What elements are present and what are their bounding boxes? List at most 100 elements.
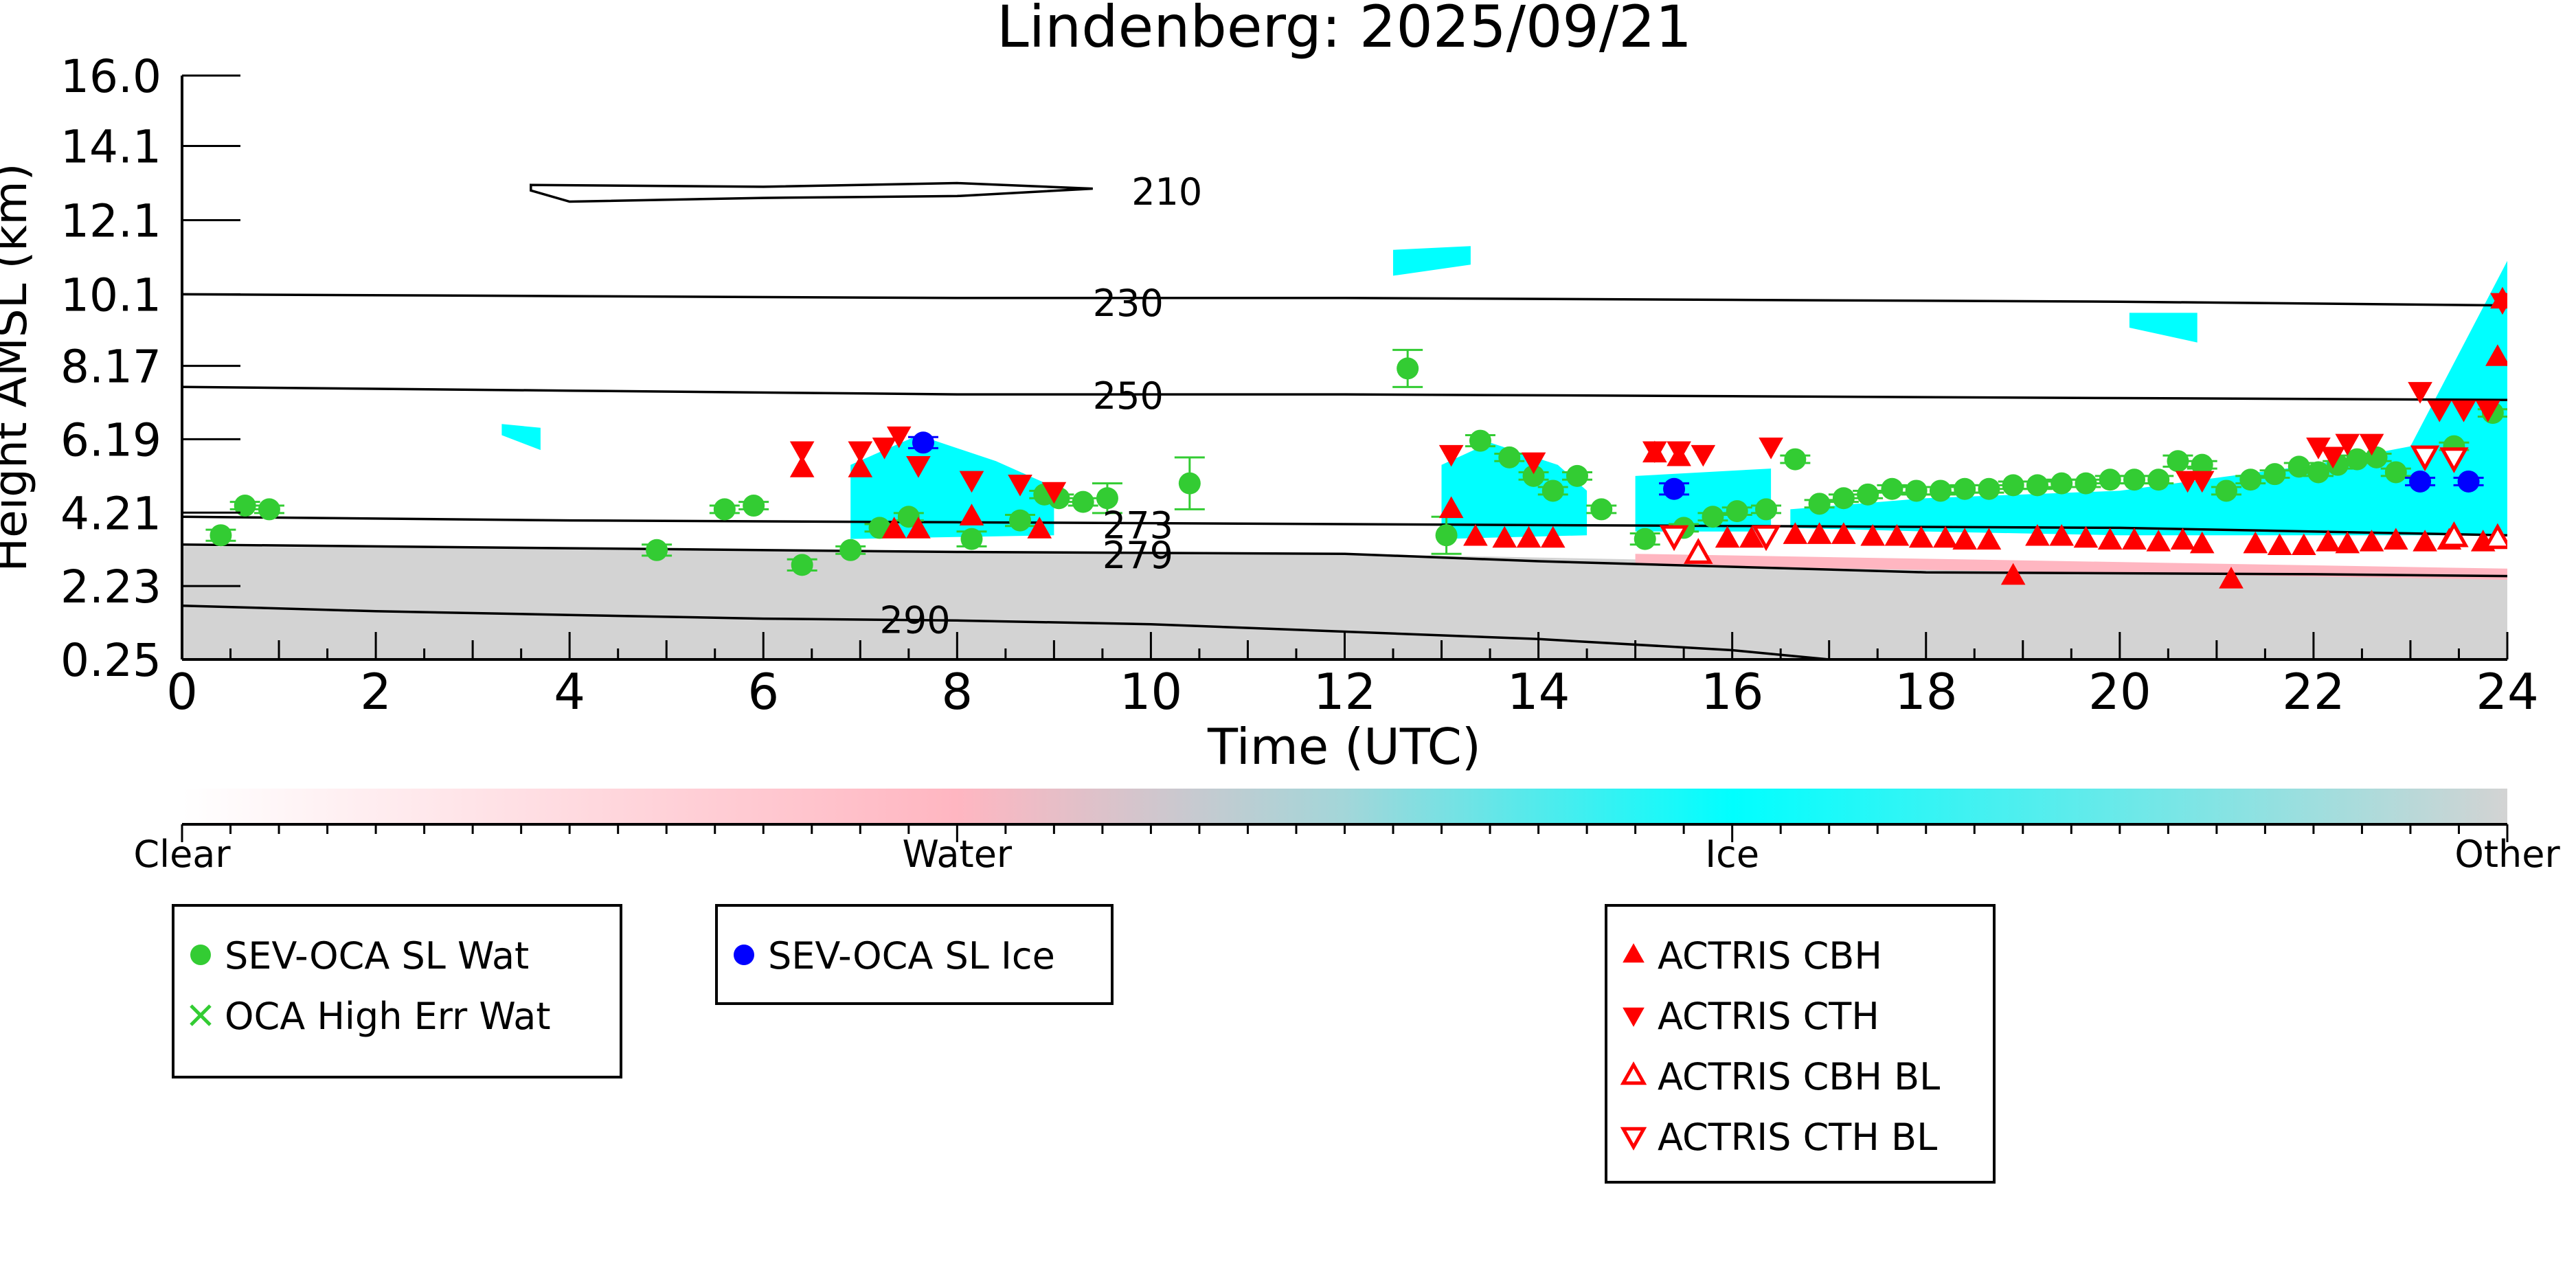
point-sev-oca-sl-wat (1726, 500, 1748, 523)
point-sev-oca-sl-wat (839, 539, 862, 561)
series-actris-cbh-bl (1684, 521, 2507, 564)
point-sev-oca-sl-wat (1541, 479, 1564, 502)
colorbar-label-water: Water (903, 833, 1013, 876)
point-sev-oca-sl-wat (1590, 498, 1613, 521)
point-actris-cth (1008, 475, 1032, 497)
x-tick-label: 2 (360, 663, 392, 721)
legend-marker-oca-high-err-wat (190, 1004, 212, 1026)
point-sev-oca-sl-wat (960, 528, 983, 550)
point-actris-cbh (906, 517, 931, 539)
legend-marker-actris-cth-bl (1620, 1127, 1647, 1151)
point-sev-oca-sl-wat (1435, 524, 1458, 547)
point-sev-oca-sl-wat (1808, 493, 1831, 515)
point-actris-cbh-bl (1684, 538, 1713, 564)
series-markers (205, 286, 2507, 589)
point-actris-cth-bl (2410, 445, 2440, 472)
point-actris-cbh (1540, 526, 1566, 548)
point-sev-oca-sl-wat (2384, 461, 2407, 484)
point-sev-oca-sl-wat (210, 524, 232, 547)
x-tick-label: 16 (1701, 663, 1764, 721)
point-actris-cbh (2413, 530, 2437, 552)
fill-ice-3-3-small (501, 424, 541, 451)
x-tick-label: 14 (1507, 663, 1570, 721)
contour-label-273: 273 (1103, 504, 1173, 547)
point-actris-cbh (2025, 523, 2050, 546)
legend-label-actris-cbh-bl: ACTRIS CBH BL (1658, 1055, 1940, 1098)
point-actris-cbh (789, 455, 815, 477)
point-actris-cth (1041, 482, 1067, 504)
colorbar (182, 789, 2507, 824)
legend-box-2: SEV-OCA SL Ice (715, 904, 1114, 1005)
contour-label-290: 290 (880, 598, 951, 642)
legend-marker-sev-oca-sl-wat (190, 945, 211, 965)
contour-label-279: 279 (1103, 534, 1173, 577)
point-actris-cth (959, 471, 984, 493)
point-sev-oca-sl-wat (2307, 461, 2329, 484)
point-sev-oca-sl-wat (1096, 487, 1118, 510)
y-ticks: 0.25 2.23 4.21 6.19 8.17 10.1 12.1 14.1 16.0 (60, 50, 240, 687)
point-actris-cth-bl (1751, 525, 1781, 552)
x-tick-label: 8 (941, 663, 973, 721)
point-actris-cbh-bl (2483, 523, 2507, 550)
contour-label-230: 230 (1093, 282, 1164, 325)
point-actris-cbh (2170, 528, 2195, 550)
point-sev-oca-sl-wat (1702, 506, 1724, 528)
legend-box-1: SEV-OCA SL Wat OCA High Err Wat (172, 904, 622, 1078)
point-sev-oca-sl-wat (1881, 477, 1903, 500)
legend-label-sev-oca-sl-ice: SEV-OCA SL Ice (768, 934, 1055, 978)
point-actris-cth (1667, 441, 1691, 464)
x-axis-label: Time (UTC) (1207, 718, 1481, 776)
point-sev-oca-sl-wat (1905, 479, 1928, 502)
legend-label-oca-high-err-wat: OCA High Err Wat (225, 995, 551, 1038)
point-actris-cth (906, 456, 931, 478)
point-actris-cbh (2146, 530, 2171, 552)
point-actris-cth (789, 441, 815, 464)
point-actris-cbh (1860, 523, 1885, 546)
point-sev-oca-sl-wat (713, 498, 736, 521)
contour-label-210: 210 (1131, 170, 1202, 214)
point-sev-oca-sl-wat (1832, 487, 1855, 510)
x-tick-label: 0 (166, 663, 198, 721)
point-actris-cth (1642, 441, 1667, 464)
point-actris-cbh (2383, 528, 2408, 550)
point-actris-cth (2359, 433, 2384, 456)
point-actris-cbh (1952, 528, 1977, 550)
legend-marker-actris-cbh-bl (1620, 1061, 1647, 1085)
series-actris-cth (789, 293, 2507, 504)
point-actris-cbh (2097, 528, 2123, 550)
point-actris-cth (1691, 444, 1716, 467)
point-actris-cbh (1908, 526, 1934, 548)
point-sev-oca-sl-ice (1663, 477, 1686, 500)
point-sev-oca-sl-wat (1469, 429, 1491, 452)
point-actris-cth (2490, 293, 2507, 315)
point-sev-oca-sl-ice (2457, 470, 2480, 493)
point-actris-cbh (2335, 531, 2360, 554)
legend-label-actris-cbh: ACTRIS CBH (1658, 934, 1882, 978)
contour-label-250: 250 (1093, 374, 1164, 418)
point-sev-oca-sl-wat (791, 554, 813, 576)
point-sev-oca-sl-wat (2099, 468, 2121, 491)
contour-250 (182, 385, 2507, 401)
point-actris-cbh (2267, 533, 2292, 556)
fill-ice-20-5-high (2129, 313, 2197, 343)
point-sev-oca-sl-wat (1178, 472, 1201, 495)
point-actris-cbh (1492, 526, 1517, 548)
point-actris-cth (1521, 452, 1546, 475)
point-sev-oca-sl-wat (2002, 474, 2024, 497)
point-sev-oca-sl-wat (1498, 446, 1521, 468)
point-actris-cbh (1783, 522, 1808, 544)
x-tick-label: 22 (2282, 663, 2345, 721)
colorbar-label-clear: Clear (133, 833, 231, 876)
point-sev-oca-sl-ice (912, 431, 934, 454)
colorbar-label-other: Other (2454, 833, 2560, 876)
point-actris-cth (886, 426, 912, 449)
point-actris-cth (2427, 400, 2452, 422)
plot-area (182, 181, 2507, 659)
point-actris-cth (2451, 400, 2476, 422)
point-actris-cbh (1516, 526, 1541, 548)
point-actris-cbh-bl (2439, 521, 2469, 547)
point-sev-oca-sl-wat (2239, 468, 2262, 491)
point-actris-cth (2335, 433, 2360, 456)
y-axis-label: Height AMSL (km) (0, 163, 37, 572)
